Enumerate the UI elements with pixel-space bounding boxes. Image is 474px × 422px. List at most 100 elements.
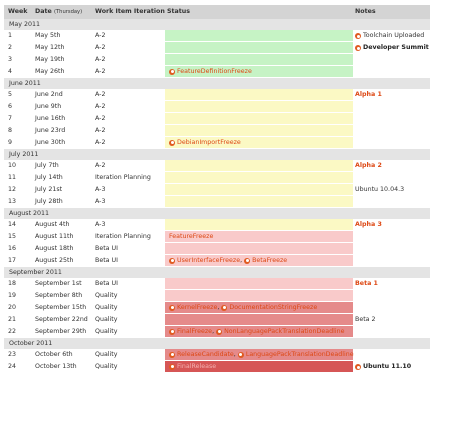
week-date: June 2nd (35, 91, 63, 98)
ubuntu-logo-icon (169, 68, 175, 75)
event-separator: , (212, 328, 215, 335)
status-events[interactable]: UserInterfaceFreeze, BetaFreeze (169, 255, 287, 266)
note-text: Developer Summit (355, 42, 429, 54)
status-cell (165, 278, 353, 289)
table-body: May 2011 1 May 5th A-2 Toolchain Uploaded 2 Ma… (4, 19, 430, 373)
status-events[interactable]: ReleaseCandidate, LanguagePackTranslation… (169, 349, 354, 360)
week-date: June 16th (35, 115, 66, 122)
work-item-iteration: Quality (95, 328, 118, 335)
work-item-iteration: Quality (95, 351, 118, 358)
week-number: 12 (8, 186, 17, 193)
status-events[interactable]: FeatureDefinitionFreeze (169, 66, 252, 77)
table-row: 1 May 5th A-2 Toolchain Uploaded (4, 30, 430, 42)
iteration-column-header: Work Item Iteration (95, 8, 165, 15)
status-cell: KernelFreeze, DocumentationStringFreeze (165, 302, 353, 313)
event-link[interactable]: UserInterfaceFreeze (177, 257, 241, 264)
note-label: Beta 2 (355, 316, 376, 323)
note-label: Beta 1 (355, 280, 378, 287)
table-row: 14 August 4th A-3 Alpha 3 (4, 219, 430, 231)
ubuntu-logo-icon (355, 33, 361, 39)
event-link[interactable]: FeatureFreeze (169, 233, 214, 240)
status-events[interactable]: KernelFreeze, DocumentationStringFreeze (169, 302, 317, 313)
status-events[interactable]: FinalFreeze, NonLanguagePackTranslationDe… (169, 326, 344, 337)
month-header: October 2011 (4, 338, 430, 349)
table-row: 2 May 12th A-2 Developer Summit (4, 42, 430, 54)
week-number: 6 (8, 103, 13, 110)
table-row: 4 May 26th A-2 FeatureDefinitionFreeze (4, 66, 430, 78)
work-item-iteration: A-2 (95, 115, 106, 122)
week-date: May 19th (35, 56, 65, 63)
status-cell (165, 42, 353, 53)
week-number: 11 (8, 174, 17, 181)
work-item-iteration: A-2 (95, 32, 106, 39)
week-date: August 25th (35, 257, 74, 264)
week-date: August 11th (35, 233, 74, 240)
ubuntu-logo-icon (169, 257, 175, 264)
ubuntu-logo-icon (237, 351, 244, 358)
week-date: June 30th (35, 139, 66, 146)
status-cell (165, 314, 353, 325)
status-cell (165, 290, 353, 301)
status-cell: FinalFreeze, NonLanguagePackTranslationDe… (165, 326, 353, 337)
table-row: 5 June 2nd A-2 Alpha 1 (4, 89, 430, 101)
work-item-iteration: A-2 (95, 162, 106, 169)
ubuntu-logo-icon (169, 351, 175, 358)
week-date: July 21st (35, 186, 63, 193)
month-label: August 2011 (9, 210, 50, 217)
week-date: May 12th (35, 44, 65, 51)
week-number: 1 (8, 32, 13, 39)
week-date: July 14th (35, 174, 63, 181)
status-cell (165, 54, 353, 65)
status-events[interactable]: FinalRelease (169, 361, 216, 372)
table-header: Week Date (Thursday) Work Item Iteration… (4, 5, 430, 19)
event-link[interactable]: FinalFreeze (177, 328, 213, 335)
event-link[interactable]: FeatureDefinitionFreeze (177, 68, 252, 75)
week-number: 24 (8, 363, 17, 370)
month-label: June 2011 (9, 80, 41, 87)
month-header: August 2011 (4, 208, 430, 219)
event-link[interactable]: NonLanguagePackTranslationDeadline (224, 328, 345, 335)
week-number: 22 (8, 328, 17, 335)
week-number: 21 (8, 316, 17, 323)
event-link[interactable]: LanguagePackTranslationDeadline (245, 351, 354, 358)
date-column-label: Date (35, 8, 52, 15)
week-date: July 28th (35, 198, 63, 205)
status-cell (165, 89, 353, 100)
work-item-iteration: A-2 (95, 44, 106, 51)
table-row: 10 July 7th A-2 Alpha 2 (4, 160, 430, 172)
status-cell (165, 196, 353, 207)
event-link[interactable]: KernelFreeze (177, 304, 218, 311)
status-cell: DebianImportFreeze (165, 137, 353, 148)
status-events[interactable]: DebianImportFreeze (169, 137, 241, 148)
event-link[interactable]: DocumentationStringFreeze (229, 304, 318, 311)
week-date: June 23rd (35, 127, 66, 134)
work-item-iteration: Quality (95, 292, 118, 299)
month-label: October 2011 (9, 340, 53, 347)
work-item-iteration: A-2 (95, 103, 106, 110)
table-row: 22 September 29th Quality FinalFreeze, NonLa… (4, 326, 430, 338)
event-link[interactable]: BetaFreeze (252, 257, 288, 264)
event-link[interactable]: ReleaseCandidate (177, 351, 234, 358)
week-number: 18 (8, 280, 17, 287)
ubuntu-logo-icon (221, 304, 228, 311)
month-label: July 2011 (9, 151, 39, 158)
note-label: Alpha 2 (355, 162, 382, 169)
note-label: Alpha 3 (355, 221, 382, 228)
event-separator: , (240, 257, 243, 264)
status-cell: FeatureFreeze (165, 231, 353, 242)
work-item-iteration: Iteration Planning (95, 233, 151, 240)
note-text: Alpha 3 (355, 219, 382, 231)
month-header: May 2011 (4, 19, 430, 30)
note-text: Alpha 1 (355, 89, 382, 101)
status-cell (165, 113, 353, 124)
work-item-iteration: Iteration Planning (95, 174, 151, 181)
table-row: 9 June 30th A-2 DebianImportFreeze (4, 137, 430, 149)
status-events[interactable]: FeatureFreeze (169, 231, 213, 242)
week-number: 13 (8, 198, 17, 205)
event-link[interactable]: FinalRelease (177, 363, 217, 370)
work-item-iteration: A-2 (95, 91, 106, 98)
event-link[interactable]: DebianImportFreeze (177, 139, 241, 146)
week-number: 17 (8, 257, 17, 264)
table-row: 15 August 11th Iteration Planning FeatureFr… (4, 231, 430, 243)
note-text: Alpha 2 (355, 160, 382, 172)
